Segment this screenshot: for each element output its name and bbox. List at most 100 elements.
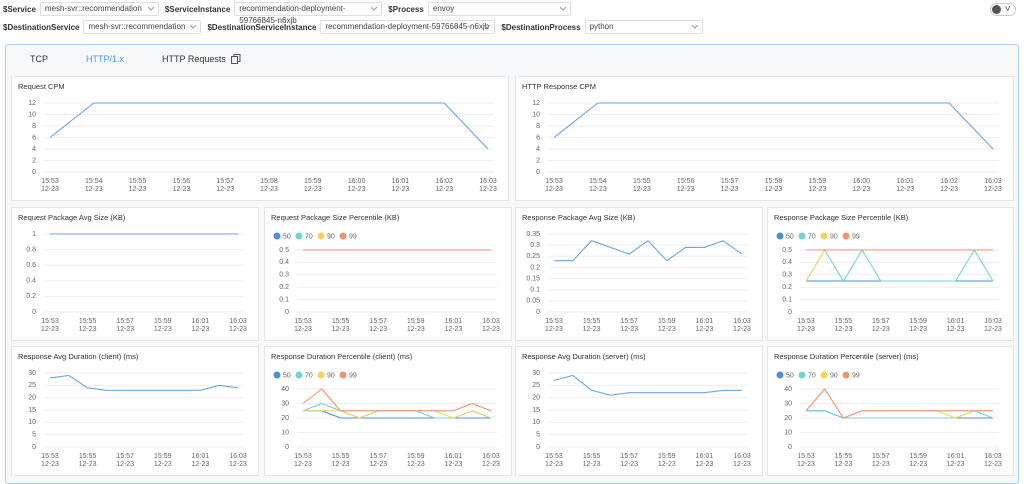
x-tick-sublabel: 12-23 — [620, 326, 638, 333]
y-tick-label: 4 — [536, 146, 540, 153]
x-tick-sublabel: 12-23 — [391, 186, 409, 193]
legend-label: 99 — [852, 233, 860, 240]
chart: Response Duration Percentile (server) (m… — [774, 352, 1002, 468]
x-tick-label: 15:55 — [835, 318, 853, 325]
x-tick-sublabel: 12-23 — [984, 461, 1002, 468]
y-tick-label: 15 — [28, 407, 36, 414]
y-tick-label: 0 — [32, 444, 36, 451]
chevron — [691, 25, 698, 29]
x-tick-label: 16:03 — [482, 318, 500, 325]
y-tick-label: 0.6 — [26, 262, 36, 269]
y-tick-label: 0.3 — [279, 272, 289, 279]
x-tick-label: 15:57 — [369, 453, 387, 460]
x-tick-sublabel: 12-23 — [482, 461, 500, 468]
x-tick-sublabel: 12-23 — [909, 461, 927, 468]
copy-icon[interactable] — [230, 54, 241, 64]
x-tick-label: 15:55 — [79, 453, 97, 460]
x-tick-label: 16:01 — [696, 318, 714, 325]
x-tick-sublabel: 12-23 — [984, 326, 1002, 333]
x-tick-label: 15:57 — [620, 318, 638, 325]
tab[interactable]: TCP — [30, 54, 48, 64]
chart-title: Response Package Avg Size (KB) — [522, 213, 636, 222]
legend-swatch — [820, 232, 828, 240]
dashboard: TCP HTTP/1.x HTTP Requests Request CPM 0 2… — [5, 44, 1019, 484]
x-tick-sublabel: 12-23 — [116, 461, 134, 468]
x-tick-sublabel: 12-23 — [407, 326, 425, 333]
chart: Request Package Size Percentile (KB) 50 70… — [271, 213, 500, 333]
y-tick-label: 0.25 — [526, 253, 540, 260]
x-tick-label: 15:55 — [79, 318, 97, 325]
x-tick-sublabel: 12-23 — [947, 326, 965, 333]
x-tick-label: 15:57 — [369, 318, 387, 325]
x-tick-sublabel: 12-23 — [191, 326, 209, 333]
legend-swatch — [842, 232, 850, 240]
x-tick-label: 15:56 — [677, 178, 695, 185]
series-line — [49, 374, 239, 391]
x-tick-sublabel: 12-23 — [294, 461, 312, 468]
filter-select[interactable]: recommendation-deployment-59766845-n6xjb — [234, 2, 383, 25]
x-tick-sublabel: 12-23 — [216, 186, 234, 193]
x-tick-label: 16:03 — [984, 453, 1002, 460]
x-tick-label: 15:59 — [809, 178, 827, 185]
x-tick-sublabel: 12-23 — [41, 186, 59, 193]
y-tick-label: 0.2 — [279, 284, 289, 291]
x-tick-sublabel: 12-23 — [229, 326, 247, 333]
x-tick-label: 15:59 — [304, 178, 322, 185]
y-tick-label: 25 — [532, 382, 540, 389]
legend-swatch — [295, 232, 303, 240]
x-tick-label: 15:59 — [407, 453, 425, 460]
filter-label: $Process — [388, 4, 424, 14]
x-tick-label: 15:58 — [765, 178, 783, 185]
x-tick-label: 15:57 — [872, 318, 890, 325]
x-tick-label: 16:01 — [696, 453, 714, 460]
filter-select[interactable]: mesh-svr::recommendation — [39, 2, 159, 16]
x-tick-sublabel: 12-23 — [658, 461, 676, 468]
chart-title: HTTP Response CPM — [522, 82, 596, 91]
x-tick-sublabel: 12-23 — [797, 461, 815, 468]
x-tick-label: 16:03 — [733, 318, 751, 325]
toggle[interactable]: V — [990, 3, 1016, 16]
x-tick-label: 16:03 — [479, 178, 497, 185]
legend-label: 50 — [786, 372, 794, 379]
y-tick-label: 0.1 — [279, 296, 289, 303]
x-tick-sublabel: 12-23 — [808, 186, 826, 193]
x-tick-sublabel: 12-23 — [444, 461, 462, 468]
x-tick-label: 16:01 — [192, 453, 210, 460]
tab[interactable]: HTTP/1.x — [86, 54, 124, 64]
x-tick-sublabel: 12-23 — [797, 326, 815, 333]
y-tick-label: 1 — [32, 231, 36, 238]
x-tick-sublabel: 12-23 — [733, 326, 751, 333]
filter-value: mesh-svr::recommendation — [44, 4, 142, 13]
chevron — [484, 25, 491, 29]
y-tick-label: 15 — [532, 407, 540, 414]
chart-panel: Response Avg Duration (client) (ms) 0 5 10 1… — [11, 346, 259, 476]
legend-label: 90 — [327, 233, 335, 240]
y-tick-label: 8 — [32, 123, 36, 130]
y-tick-label: 10 — [784, 429, 792, 436]
y-tick-label: 40 — [784, 386, 792, 393]
tab[interactable]: HTTP Requests — [162, 54, 241, 64]
y-tick-label: 0.2 — [26, 293, 36, 300]
filter-select[interactable]: recommendation-deployment-59766845-n6xjb — [320, 20, 496, 34]
filter-select[interactable]: envoy — [427, 2, 571, 16]
x-tick-sublabel: 12-23 — [479, 186, 497, 193]
legend-label: 50 — [786, 233, 794, 240]
x-tick-label: 16:01 — [192, 318, 210, 325]
series-line — [554, 239, 743, 262]
x-tick-label: 15:53 — [294, 453, 312, 460]
y-tick-label: 4 — [32, 146, 36, 153]
x-tick-label: 15:53 — [797, 318, 815, 325]
x-tick-sublabel: 12-23 — [116, 326, 134, 333]
x-tick-label: 16:01 — [896, 178, 914, 185]
x-tick-sublabel: 12-23 — [765, 186, 783, 193]
filter-select[interactable]: python — [584, 20, 703, 34]
legend-swatch — [842, 371, 850, 379]
x-tick-sublabel: 12-23 — [348, 186, 366, 193]
x-tick-label: 15:56 — [173, 178, 191, 185]
filter-select[interactable]: mesh-svr::recommendation — [83, 20, 202, 34]
y-tick-label: 0.2 — [782, 284, 792, 291]
y-tick-label: 0.3 — [530, 242, 540, 249]
x-tick-label: 15:53 — [545, 318, 563, 325]
x-tick-sublabel: 12-23 — [79, 461, 97, 468]
tab-label: TCP — [30, 54, 48, 64]
